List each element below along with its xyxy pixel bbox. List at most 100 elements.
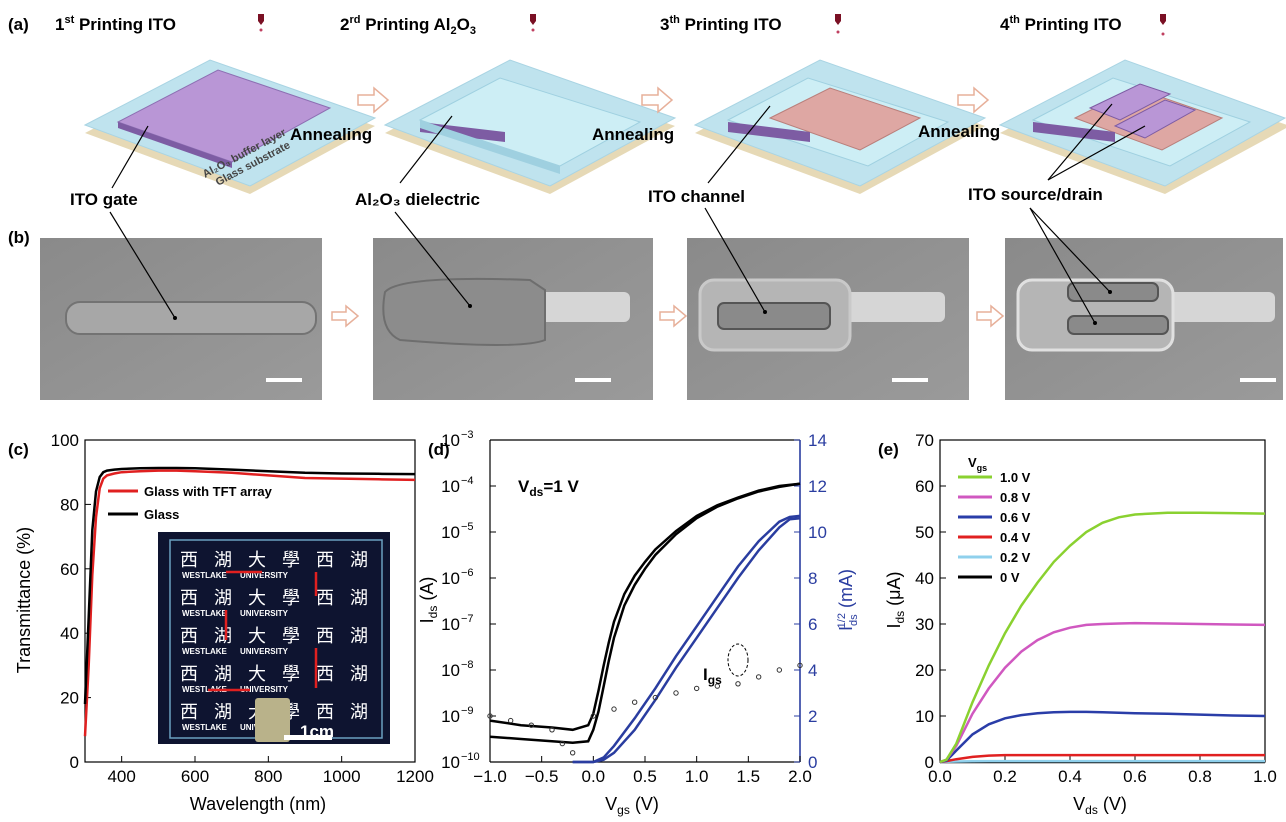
chart-d-ylabel-left: Ids (A) xyxy=(417,577,440,624)
chart-e-ytick-label: 30 xyxy=(915,615,934,634)
inset-char: 西 xyxy=(180,588,198,608)
chart-d-ytick-exp: −3 xyxy=(461,429,474,441)
callout-ito-gate: ITO gate xyxy=(70,190,138,209)
chart-e-legend-entry: 1.0 V xyxy=(1000,470,1031,485)
inset-char: 湖 xyxy=(214,588,232,608)
inset-char: 學 xyxy=(282,588,300,608)
chart-transmittance: 400 600 800 1000 1200 0 20 40 60 80 100 xyxy=(51,431,434,786)
chart-d-igs-point xyxy=(693,685,700,692)
chart-d-ytick-label: 10 xyxy=(441,661,460,680)
callout-source-drain: ITO source/drain xyxy=(968,185,1103,204)
inset-char: 西 xyxy=(180,702,198,722)
chart-d-ytick-label: 10 xyxy=(441,707,460,726)
step-arrow-icon xyxy=(331,304,1005,328)
chart-d-sqrt-reverse xyxy=(572,514,801,764)
chart-d-xtick-label: 0.0 xyxy=(582,767,606,786)
chart-d-igs-point xyxy=(611,706,617,712)
inset-char: 大 xyxy=(248,664,266,684)
chart-c-frame xyxy=(84,439,416,763)
device-step4 xyxy=(998,59,1286,194)
inset-char: 西 xyxy=(316,664,334,684)
chart-e-series-06V xyxy=(939,710,1266,764)
panel-label-b: (b) xyxy=(8,228,30,247)
chart-c-xtick-label: 1000 xyxy=(323,767,361,786)
chart-d-ids-reverse xyxy=(489,482,801,732)
chart-d-igs-point xyxy=(528,722,535,728)
chart-d-ylabel-right: Ids1/2 (mA) xyxy=(836,569,860,631)
annealing-label-3: Annealing xyxy=(918,122,1000,141)
step2-title: 2rd Printing Al2O3 xyxy=(340,14,476,37)
chart-d-igs-point xyxy=(797,662,803,669)
inset-char: 西 xyxy=(180,550,198,570)
chart-e-ytick-label: 50 xyxy=(915,523,934,542)
inset-char: 湖 xyxy=(350,550,368,570)
chart-d-igs-label: Igs xyxy=(703,665,722,687)
chart-d-xtick-label: 1.5 xyxy=(737,767,761,786)
chart-e-xtick-label: 0.8 xyxy=(1188,767,1212,786)
step3-title: 3th Printing ITO xyxy=(660,14,782,34)
micrograph-1 xyxy=(40,238,322,400)
inset-char: 湖 xyxy=(350,626,368,646)
step4-title: 4th Printing ITO xyxy=(1000,14,1122,34)
inset-photo: 西湖大學西湖WESTLAKE UNIVERSITY西湖大學西湖WESTLAKE UN… xyxy=(158,532,390,744)
inset-char: 西 xyxy=(316,626,334,646)
chart-d-xlabel: Vgs (V) xyxy=(605,794,659,817)
chart-e-xtick-label: 1.0 xyxy=(1253,767,1277,786)
chart-c-xtick-label: 1200 xyxy=(396,767,434,786)
inset-westlake: WESTLAKE xyxy=(182,723,228,732)
step-arrow-icon xyxy=(357,86,990,114)
chart-d-rtick-label: 10 xyxy=(808,523,827,542)
chart-e-series-04V xyxy=(939,753,1265,764)
inset-university: UNIVERSITY xyxy=(240,647,289,656)
chart-c-xlabel: Wavelength (nm) xyxy=(190,794,326,814)
inset-university: UNIVERSITY xyxy=(240,571,289,580)
device-step2 xyxy=(383,59,677,194)
inset-char: 湖 xyxy=(214,626,232,646)
chart-e-ylabel: Ids (μA) xyxy=(884,571,907,628)
chart-e-series-08V xyxy=(939,621,1266,764)
chart-c-xtick-label: 600 xyxy=(181,767,209,786)
inset-char: 湖 xyxy=(350,664,368,684)
chart-e-series-02V xyxy=(939,759,1265,764)
chart-d-rtick-label: 4 xyxy=(808,661,817,680)
inset-westlake: WESTLAKE xyxy=(182,571,228,580)
micrograph-4 xyxy=(1005,238,1283,400)
inset-westlake: WESTLAKE xyxy=(182,647,228,656)
chart-e-legend-entry: 0.2 V xyxy=(1000,550,1031,565)
chart-e-xtick-label: 0.2 xyxy=(993,767,1017,786)
chart-d-ytick-label: 10 xyxy=(441,523,460,542)
chart-d-igs-point xyxy=(755,674,762,680)
chart-c-ytick-label: 40 xyxy=(60,624,79,643)
annealing-label-1: Annealing xyxy=(290,125,372,144)
chart-c-legend-glass: Glass xyxy=(144,507,179,522)
chart-c-ylabel: Transmittance (%) xyxy=(14,527,34,673)
inset-char: 湖 xyxy=(214,664,232,684)
chart-d-xtick-label: −1.0 xyxy=(473,767,507,786)
chart-d-igs-point xyxy=(569,750,576,756)
chart-d-igs-ellipse xyxy=(727,643,749,677)
chart-d-ytick-exp: −4 xyxy=(461,475,474,487)
chart-output: 0.0 0.2 0.4 0.6 0.8 1.0 0 10 20 30 40 50 60 70 xyxy=(915,431,1277,786)
chart-d-ytick-label: 10 xyxy=(441,569,460,588)
inset-char: 西 xyxy=(180,664,198,684)
chart-d-xtick-label: 0.5 xyxy=(633,767,657,786)
chart-d-igs-point xyxy=(735,681,741,687)
chart-e-legend-entry: 0.8 V xyxy=(1000,490,1031,505)
chart-d-igs-point xyxy=(714,683,721,689)
chart-c-xtick-label: 400 xyxy=(107,767,135,786)
panel-label-c: (c) xyxy=(8,440,29,459)
chart-d-xtick-label: −0.5 xyxy=(525,767,559,786)
panel-label-e: (e) xyxy=(878,440,899,459)
chart-d-ytick-exp: −7 xyxy=(461,613,474,625)
inset-westlake: WESTLAKE xyxy=(182,685,228,694)
chart-c-ytick-label: 100 xyxy=(51,431,79,450)
chart-d-sqrt-forward xyxy=(572,516,801,764)
inset-westlake: WESTLAKE xyxy=(182,609,228,618)
inset-scale-label: 1cm xyxy=(300,722,334,741)
chart-e-frame xyxy=(939,439,1266,763)
chart-e-xtick-label: 0.6 xyxy=(1123,767,1147,786)
chart-e-ytick-label: 0 xyxy=(925,753,934,772)
chart-d-igs-point xyxy=(507,717,514,724)
inset-char: 西 xyxy=(316,550,334,570)
